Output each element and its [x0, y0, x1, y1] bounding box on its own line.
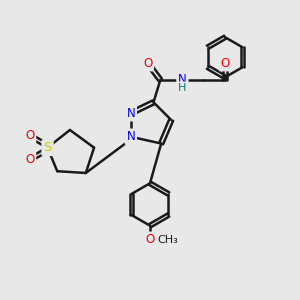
Text: S: S [43, 141, 52, 154]
Text: O: O [143, 57, 152, 70]
Text: O: O [220, 57, 230, 70]
Text: O: O [25, 153, 34, 166]
Text: N: N [127, 130, 135, 143]
Text: N: N [127, 107, 135, 120]
Text: N: N [178, 74, 187, 86]
Text: O: O [25, 129, 34, 142]
Text: O: O [146, 233, 154, 246]
Text: H: H [178, 83, 187, 93]
Text: CH₃: CH₃ [157, 235, 178, 245]
